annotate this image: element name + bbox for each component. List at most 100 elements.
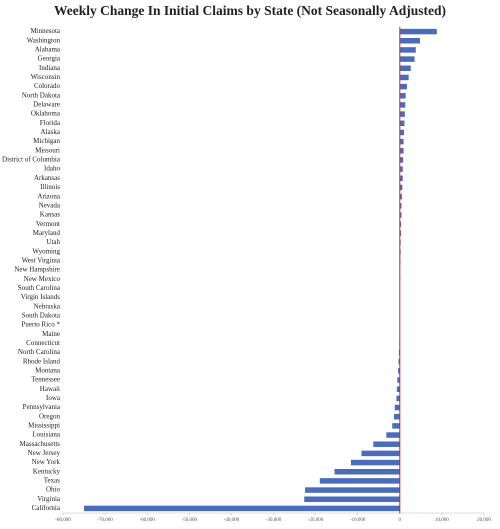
- x-tick-label: -10,000: [350, 518, 366, 523]
- y-tick-label: Illinois: [40, 183, 60, 191]
- y-tick-label: Montana: [35, 366, 61, 374]
- y-tick-label: North Carolina: [18, 348, 61, 356]
- y-tick-label: Pennsylvania: [23, 403, 61, 411]
- y-tick-label: District of Columbia: [2, 156, 61, 164]
- y-tick-label: Rhode Island: [23, 357, 61, 365]
- y-tick-label: Virginia: [37, 495, 61, 503]
- y-tick-label: Virgin Islands: [21, 293, 61, 301]
- y-tick-label: North Dakota: [22, 91, 61, 99]
- bar: [399, 47, 416, 53]
- y-tick-label: Georgia: [38, 55, 61, 63]
- y-tick-label: Vermont: [36, 220, 60, 228]
- bar: [373, 441, 400, 447]
- bar: [399, 157, 404, 163]
- bar: [397, 377, 400, 383]
- y-tick-label: California: [32, 504, 61, 512]
- bar: [399, 148, 404, 154]
- x-tick-label: -20,000: [308, 518, 324, 523]
- y-tick-label: West Virginia: [22, 256, 61, 264]
- bar: [399, 28, 437, 35]
- y-tick-label: Massachusetts: [20, 440, 61, 448]
- y-tick-label: Delaware: [33, 101, 60, 109]
- bar: [305, 487, 400, 493]
- y-tick-label: Connecticut: [26, 339, 60, 347]
- y-tick-label: Washington: [27, 36, 61, 44]
- bar: [399, 56, 415, 62]
- bar: [399, 65, 411, 72]
- bar: [399, 193, 402, 200]
- bar: [399, 93, 406, 99]
- bar: [84, 505, 400, 512]
- y-tick-label: Maine: [42, 330, 60, 338]
- y-tick-label: Wisconsin: [31, 73, 61, 81]
- y-tick-label: Hawaii: [40, 385, 60, 393]
- bar: [350, 459, 400, 466]
- x-tick-label: 0: [399, 518, 402, 523]
- y-tick-label: Michigan: [33, 137, 60, 145]
- y-tick-label: Indiana: [39, 64, 61, 72]
- bar: [399, 74, 409, 81]
- bar: [399, 166, 403, 172]
- y-tick-label: Florida: [40, 119, 61, 127]
- bar: [399, 38, 421, 44]
- y-tick-label: Arkansas: [34, 174, 60, 182]
- bar: [398, 358, 400, 365]
- x-tick-label: 10,000: [435, 518, 449, 523]
- y-tick-label: Oklahoma: [31, 110, 61, 118]
- bar: [396, 386, 400, 392]
- y-tick-label: Alabama: [35, 46, 61, 54]
- bar: [399, 120, 405, 127]
- bar: [394, 404, 400, 411]
- y-tick-label: New York: [32, 458, 61, 466]
- bar: [399, 175, 403, 182]
- y-tick-label: Louisiana: [32, 431, 60, 439]
- y-tick-label: Kentucky: [33, 467, 61, 475]
- x-tick-label: -40,000: [224, 518, 240, 523]
- y-tick-label: Ohio: [46, 486, 61, 494]
- bar: [398, 368, 400, 374]
- bar: [399, 129, 405, 136]
- y-tick-label: South Dakota: [22, 311, 61, 319]
- y-tick-label: Wyoming: [32, 247, 60, 255]
- y-tick-label: Arizona: [37, 192, 60, 200]
- bar: [334, 468, 400, 475]
- y-tick-label: Tennessee: [31, 376, 60, 384]
- bar: [399, 83, 407, 90]
- bar: [392, 423, 400, 429]
- y-tick-label: Alaska: [41, 128, 61, 136]
- y-tick-label: Idaho: [44, 165, 60, 173]
- y-tick-label: Kansas: [40, 211, 60, 219]
- y-tick-label: Nevada: [39, 201, 61, 209]
- y-tick-label: Maryland: [33, 229, 61, 237]
- bar: [399, 221, 402, 227]
- x-tick-label: 20,000: [477, 518, 491, 523]
- y-tick-label: Missouri: [35, 146, 60, 154]
- bar: [399, 203, 402, 209]
- y-tick-label: Puerto Rico *: [22, 321, 61, 329]
- bar: [396, 395, 400, 402]
- y-tick-label: South Carolina: [18, 284, 61, 292]
- y-tick-label: Utah: [46, 238, 60, 246]
- x-tick-label: -30,000: [266, 518, 282, 523]
- x-tick-label: -80,000: [55, 518, 71, 523]
- bar: [361, 450, 400, 457]
- bar: [399, 230, 402, 237]
- y-tick-label: Mississippi: [28, 421, 60, 429]
- bar: [399, 212, 402, 218]
- bar: [399, 184, 403, 191]
- y-tick-label: Colorado: [34, 82, 61, 90]
- y-tick-label: New Hampshire: [14, 266, 60, 274]
- y-tick-label: Nebraska: [34, 302, 61, 310]
- bar: [386, 432, 400, 438]
- bar: [319, 478, 400, 484]
- chart-title: Weekly Change In Initial Claims by State…: [54, 3, 446, 18]
- bar: [399, 138, 404, 145]
- x-tick-label: -60,000: [139, 518, 155, 523]
- bar: [393, 413, 400, 420]
- y-tick-label: New Mexico: [24, 275, 61, 283]
- x-tick-label: -70,000: [97, 518, 113, 523]
- bar: [399, 111, 405, 117]
- y-tick-label: Oregon: [39, 412, 60, 420]
- x-tick-label: -50,000: [182, 518, 198, 523]
- bar: [304, 496, 400, 502]
